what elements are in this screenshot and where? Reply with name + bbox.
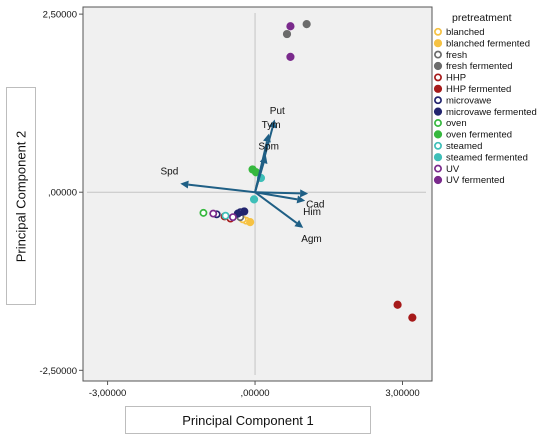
score-point: [228, 213, 237, 222]
legend-marker: [434, 27, 442, 36]
legend-label: oven fermented: [446, 130, 512, 141]
y-tick-label: 2,50000: [43, 10, 77, 21]
loading-arrow-head: [259, 155, 268, 164]
x-tick-label: -3,00000: [89, 388, 127, 399]
loading-label: Put: [270, 106, 285, 117]
legend-title: pretreatment: [452, 12, 512, 24]
legend-marker: [434, 50, 442, 59]
legend-marker: [433, 39, 443, 48]
loading-arrow-head: [300, 189, 309, 198]
legend-label: steamed fermented: [446, 152, 528, 163]
loading-arrow-shaft: [255, 191, 301, 195]
legend-marker: [433, 153, 443, 162]
score-point: [282, 29, 292, 39]
score-point: [221, 211, 230, 220]
loading-label: Spm: [258, 142, 279, 153]
legend-label: blanched fermented: [446, 38, 530, 49]
x-tick-label: 3,00000: [385, 388, 419, 399]
x-axis-title: Principal Component 1: [182, 412, 314, 428]
scores-points: [199, 19, 417, 322]
loading-arrow-shaft: [254, 191, 298, 224]
loading-label: Agm: [301, 234, 322, 245]
score-point: [209, 209, 218, 218]
legend-marker: [433, 175, 443, 185]
loading-arrow-head: [294, 219, 304, 228]
score-point: [249, 195, 259, 204]
loading-arrow-shaft: [254, 162, 265, 193]
legend-marker: [434, 119, 442, 127]
y-axis-title-box: Principal Component 2: [6, 87, 36, 305]
score-point: [286, 22, 295, 31]
loading-label: Cad: [306, 200, 324, 211]
loading-label: Spd: [161, 167, 179, 178]
score-point: [240, 207, 249, 216]
score-point: [199, 208, 208, 217]
axis-ticks: -3,00000 ,00000 3,00000 2,50000 ,00000 -2,500…: [39, 10, 419, 399]
x-axis-title-box: Principal Component 1: [125, 406, 371, 434]
legend-label: UV fermented: [446, 175, 505, 186]
legend-label: steamed: [446, 141, 482, 152]
legend-label: microvawe: [446, 95, 491, 106]
loading-arrow-head: [296, 195, 306, 204]
score-point: [393, 300, 402, 309]
loading-arrow-head: [263, 133, 271, 143]
score-point: [246, 218, 255, 227]
score-point: [286, 52, 295, 61]
loading-label: Tym: [262, 120, 281, 131]
loading-arrow-head: [180, 180, 189, 189]
legend-label: blanched: [446, 27, 485, 38]
legend-marker: [433, 130, 443, 139]
legend-marker: [433, 84, 443, 93]
legend-label: fresh fermented: [446, 61, 513, 72]
legend-label: microvawe fermented: [446, 107, 537, 118]
legend-marker: [433, 107, 443, 116]
x-tick-label: ,00000: [241, 388, 270, 399]
loading-arrow-shaft: [188, 183, 256, 194]
score-point: [408, 313, 417, 322]
legend-marker: [434, 141, 442, 150]
y-tick-label: ,00000: [48, 188, 77, 199]
loading-label: Him: [303, 207, 321, 218]
y-tick-label: -2,50000: [39, 366, 77, 377]
legend-marker: [433, 61, 443, 71]
loading-arrow-head: [268, 119, 277, 129]
legend-label: HHP: [446, 73, 466, 84]
legend-marker: [434, 164, 442, 173]
y-axis-title: Principal Component 2: [13, 130, 29, 262]
legend-marker: [434, 73, 442, 82]
legend-label: HHP fermented: [446, 84, 511, 95]
legend-marker: [434, 96, 442, 105]
legend-label: oven: [446, 118, 467, 129]
loading-arrow-shaft: [254, 191, 298, 201]
legend-label: UV: [446, 164, 460, 175]
legend-label: fresh: [446, 50, 467, 61]
score-point: [302, 19, 311, 29]
